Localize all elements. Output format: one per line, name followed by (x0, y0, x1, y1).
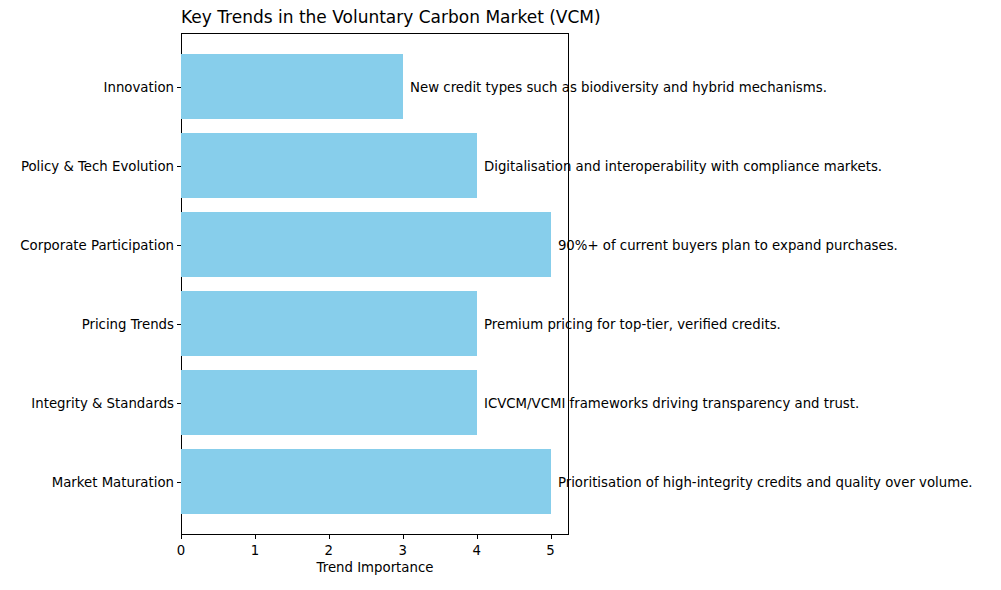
bar-annotation: Premium pricing for top-tier, verified c… (484, 316, 781, 331)
bar-integrity-standards (181, 370, 477, 435)
x-tick-label: 1 (251, 543, 259, 558)
bar-annotation: New credit types such as biodiversity an… (410, 79, 827, 94)
y-tick-mark (177, 403, 181, 404)
x-tick-mark (551, 535, 552, 539)
bar-policy-tech-evolution (181, 133, 477, 198)
y-tick-label: Innovation (104, 79, 174, 94)
bar-annotation: Prioritisation of high-integrity credits… (558, 474, 973, 489)
x-tick-mark (477, 535, 478, 539)
y-tick-mark (177, 245, 181, 246)
bar-market-maturation (181, 449, 551, 514)
x-tick-label: 3 (398, 543, 406, 558)
x-tick-label: 2 (325, 543, 333, 558)
bar-annotation: Digitalisation and interoperability with… (484, 158, 882, 173)
bar-pricing-trends (181, 291, 477, 356)
x-tick-mark (329, 535, 330, 539)
bar-innovation (181, 54, 403, 119)
chart-title: Key Trends in the Voluntary Carbon Marke… (181, 7, 569, 27)
y-tick-label: Corporate Participation (20, 237, 174, 252)
x-tick-label: 5 (546, 543, 554, 558)
y-tick-label: Integrity & Standards (31, 395, 174, 410)
x-tick-label: 0 (177, 543, 185, 558)
x-tick-label: 4 (472, 543, 480, 558)
y-tick-mark (177, 482, 181, 483)
y-tick-label: Pricing Trends (82, 316, 174, 331)
bar-annotation: 90%+ of current buyers plan to expand pu… (558, 237, 898, 252)
y-tick-mark (177, 87, 181, 88)
x-tick-mark (255, 535, 256, 539)
y-tick-label: Policy & Tech Evolution (21, 158, 174, 173)
x-tick-mark (181, 535, 182, 539)
y-tick-mark (177, 166, 181, 167)
bar-corporate-participation (181, 212, 551, 277)
x-tick-mark (403, 535, 404, 539)
x-axis-label: Trend Importance (181, 560, 569, 575)
bar-annotation: ICVCM/VCMI frameworks driving transparen… (484, 395, 859, 410)
y-tick-mark (177, 324, 181, 325)
chart-figure: Key Trends in the Voluntary Carbon Marke… (0, 0, 1001, 590)
y-tick-label: Market Maturation (52, 474, 174, 489)
